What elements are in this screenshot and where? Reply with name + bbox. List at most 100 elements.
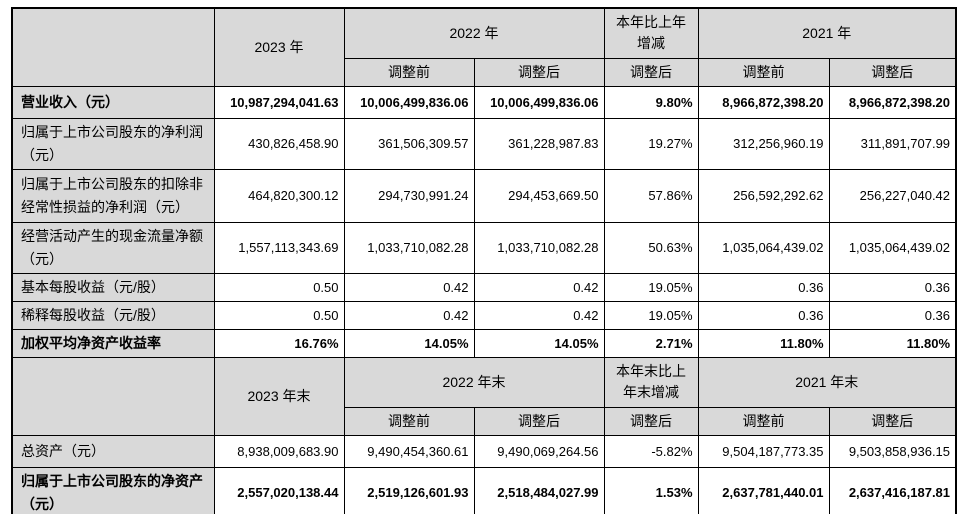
value-cell: 294,730,991.24: [343, 168, 475, 223]
section-1-header: 2023 年 2022 年 本年比上年 增减 2021 年 调整前 调整后 调整…: [11, 7, 957, 87]
value-cell: 1,035,064,439.02: [828, 221, 957, 274]
corner-cell: [11, 7, 215, 87]
value-cell: 14.05%: [473, 328, 605, 358]
subheader-post-adjust: 调整后: [603, 406, 699, 436]
subheader-pre-adjust: 调整前: [697, 57, 830, 87]
value-cell: 9,490,069,264.56: [473, 434, 605, 468]
value-cell: 256,592,292.62: [697, 168, 830, 223]
row-label: 稀释每股收益（元/股）: [11, 300, 215, 330]
row-label: 加权平均净资产收益率: [11, 328, 215, 358]
value-cell: 2,518,484,027.99: [473, 466, 605, 514]
header-year-2023: 2023 年: [213, 7, 345, 87]
row-label: 营业收入（元）: [11, 85, 215, 119]
table-row: 总资产（元） 8,938,009,683.90 9,490,454,360.61 9,…: [11, 434, 957, 468]
value-cell: 19.05%: [603, 300, 699, 330]
value-cell: 0.42: [473, 272, 605, 302]
value-cell: 10,987,294,041.63: [213, 85, 345, 119]
value-cell: 9,490,454,360.61: [343, 434, 475, 468]
table-row: 稀释每股收益（元/股） 0.50 0.42 0.42 19.05% 0.36 0.36: [11, 300, 957, 330]
value-cell: 1,033,710,082.28: [343, 221, 475, 274]
subheader-post-adjust: 调整后: [828, 406, 957, 436]
value-cell: 9,503,858,936.15: [828, 434, 957, 468]
table-row: 营业收入（元） 10,987,294,041.63 10,006,499,836.0…: [11, 85, 957, 119]
value-cell: 11.80%: [697, 328, 830, 358]
value-cell: 19.05%: [603, 272, 699, 302]
header-year-end-2022-group: 2022 年末: [343, 356, 605, 408]
value-cell: 0.50: [213, 300, 345, 330]
table-row: 归属于上市公司股东的净利润 （元） 430,826,458.90 361,506,3…: [11, 117, 957, 170]
row-label: 归属于上市公司股东的扣除非 经常性损益的净利润（元）: [11, 168, 215, 223]
value-cell: 57.86%: [603, 168, 699, 223]
header-year-2021-group: 2021 年: [697, 7, 957, 59]
table-row: 经营活动产生的现金流量净额 （元） 1,557,113,343.69 1,033,7…: [11, 221, 957, 274]
value-cell: 16.76%: [213, 328, 345, 358]
value-cell: 464,820,300.12: [213, 168, 345, 223]
header-year-end-2021-group: 2021 年末: [697, 356, 957, 408]
value-cell: 2,637,416,187.81: [828, 466, 957, 514]
row-label: 归属于上市公司股东的净利润 （元）: [11, 117, 215, 170]
table-row: 基本每股收益（元/股） 0.50 0.42 0.42 19.05% 0.36 0.36: [11, 272, 957, 302]
year-end-header-row: 2023 年末 2022 年末 本年末比上 年末增减 2021 年末: [11, 356, 957, 436]
value-cell: 311,891,707.99: [828, 117, 957, 170]
value-cell: 0.36: [828, 300, 957, 330]
value-cell: 430,826,458.90: [213, 117, 345, 170]
value-cell: 9.80%: [603, 85, 699, 119]
value-cell: 19.27%: [603, 117, 699, 170]
value-cell: 0.50: [213, 272, 345, 302]
value-cell: 8,966,872,398.20: [697, 85, 830, 119]
subheader-pre-adjust: 调整前: [343, 57, 475, 87]
value-cell: 312,256,960.19: [697, 117, 830, 170]
section-1-rows: 营业收入（元） 10,987,294,041.63 10,006,499,836.0…: [11, 85, 957, 358]
value-cell: 14.05%: [343, 328, 475, 358]
value-cell: 2.71%: [603, 328, 699, 358]
subheader-post-adjust: 调整后: [473, 57, 605, 87]
value-cell: 2,637,781,440.01: [697, 466, 830, 514]
value-cell: 294,453,669.50: [473, 168, 605, 223]
value-cell: 8,938,009,683.90: [213, 434, 345, 468]
table-row: 归属于上市公司股东的扣除非 经常性损益的净利润（元） 464,820,300.12…: [11, 168, 957, 223]
value-cell: 361,506,309.57: [343, 117, 475, 170]
value-cell: 0.36: [697, 272, 830, 302]
value-cell: -5.82%: [603, 434, 699, 468]
value-cell: 2,557,020,138.44: [213, 466, 345, 514]
row-label: 总资产（元）: [11, 434, 215, 468]
row-label: 基本每股收益（元/股）: [11, 272, 215, 302]
value-cell: 11.80%: [828, 328, 957, 358]
value-cell: 0.42: [343, 300, 475, 330]
section-2-rows: 总资产（元） 8,938,009,683.90 9,490,454,360.61 9,…: [11, 434, 957, 514]
header-year-end-2023: 2023 年末: [213, 356, 345, 436]
header-year-2022-group: 2022 年: [343, 7, 605, 59]
row-label: 归属于上市公司股东的净资产 （元）: [11, 466, 215, 514]
value-cell: 256,227,040.42: [828, 168, 957, 223]
header-year-end-change: 本年末比上 年末增减: [603, 356, 699, 408]
value-cell: 10,006,499,836.06: [343, 85, 475, 119]
subheader-post-adjust: 调整后: [603, 57, 699, 87]
year-header-row: 2023 年 2022 年 本年比上年 增减 2021 年: [11, 7, 957, 87]
value-cell: 1.53%: [603, 466, 699, 514]
table-row: 归属于上市公司股东的净资产 （元） 2,557,020,138.44 2,519,1…: [11, 466, 957, 514]
value-cell: 0.36: [828, 272, 957, 302]
value-cell: 1,557,113,343.69: [213, 221, 345, 274]
table-row: 加权平均净资产收益率 16.76% 14.05% 14.05% 2.71% 11.80% 1…: [11, 328, 957, 358]
value-cell: 50.63%: [603, 221, 699, 274]
subheader-post-adjust: 调整后: [828, 57, 957, 87]
subheader-pre-adjust: 调整前: [697, 406, 830, 436]
value-cell: 361,228,987.83: [473, 117, 605, 170]
subheader-post-adjust: 调整后: [473, 406, 605, 436]
value-cell: 9,504,187,773.35: [697, 434, 830, 468]
value-cell: 1,033,710,082.28: [473, 221, 605, 274]
section-2-header: 2023 年末 2022 年末 本年末比上 年末增减 2021 年末 调整前 调…: [11, 356, 957, 436]
subheader-pre-adjust: 调整前: [343, 406, 475, 436]
value-cell: 10,006,499,836.06: [473, 85, 605, 119]
value-cell: 1,035,064,439.02: [697, 221, 830, 274]
value-cell: 0.36: [697, 300, 830, 330]
financial-summary-table: 2023 年 2022 年 本年比上年 增减 2021 年 调整前 调整后 调整…: [11, 7, 958, 514]
value-cell: 0.42: [343, 272, 475, 302]
corner-cell: [11, 356, 215, 436]
row-label: 经营活动产生的现金流量净额 （元）: [11, 221, 215, 274]
value-cell: 2,519,126,601.93: [343, 466, 475, 514]
value-cell: 0.42: [473, 300, 605, 330]
subheader-row: 调整前 调整后 调整后 调整前 调整后: [12, 406, 957, 436]
header-yoy-change: 本年比上年 增减: [603, 7, 699, 59]
